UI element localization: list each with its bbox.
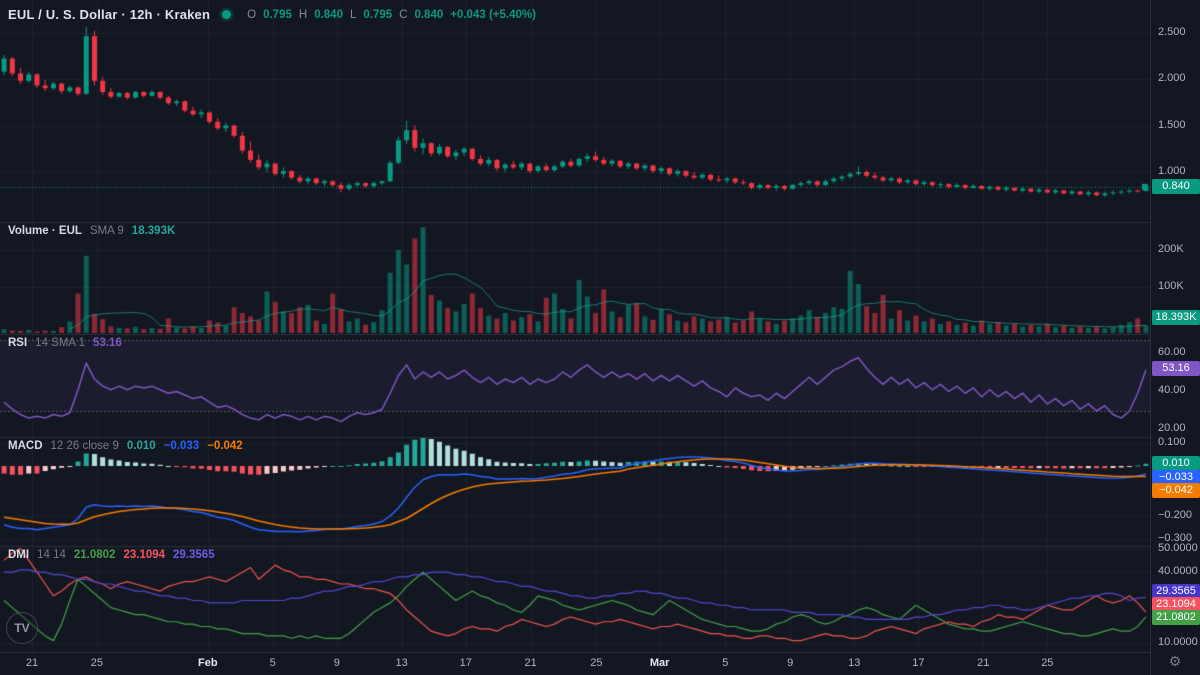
dmi-params: 14 14 (37, 549, 66, 561)
price-axis[interactable]: 2.500 2.000 1.500 1.000 200K 100K 60.00 40.00 20… (1150, 0, 1200, 675)
time-axis-label: 13 (395, 657, 408, 669)
volume-value: 18.393K (131, 225, 176, 237)
rsi-params: 14 SMA 1 (35, 337, 86, 349)
volume-sma-badge: 18.393K (1152, 310, 1200, 325)
volume-axis-tick: 200K (1158, 243, 1184, 255)
change-value: +0.043 (+5.40%) (450, 8, 536, 21)
macd-axis-tick: 0.100 (1158, 436, 1186, 448)
dmi-axis-tick: 10.0000 (1158, 636, 1198, 648)
macd-params: 12 26 close 9 (50, 440, 119, 452)
time-axis-label: 21 (25, 657, 39, 669)
macd-hist-badge: 0.010 (1152, 456, 1200, 471)
dmi-minus-badge: 23.1094 (1152, 597, 1200, 612)
time-axis-label: 13 (848, 657, 861, 669)
rsi-pane-header: RSI 14 SMA 1 53.16 (8, 337, 122, 349)
high-value: 0.840 (314, 8, 343, 21)
macd-hist-value: 0.010 (126, 440, 156, 452)
rsi-value-badge: 53.16 (1152, 361, 1200, 376)
time-axis-label: 9 (333, 657, 340, 669)
last-price-badge: 0.840 (1152, 179, 1200, 194)
dmi-pane-header: DMI 14 14 21.0802 23.1094 29.3565 (8, 549, 215, 561)
high-label: H (298, 8, 308, 21)
symbol-title[interactable]: EUL / U. S. Dollar · 12h · Kraken (8, 7, 211, 22)
time-axis-label: 5 (269, 657, 276, 669)
close-value: 0.840 (414, 8, 444, 21)
low-label: L (349, 8, 357, 21)
time-axis-label: Feb (198, 657, 218, 669)
time-axis-label: 17 (912, 657, 925, 669)
ohlc-readout: O 0.795 H 0.840 L 0.795 C 0.840 +0.043 (+5.4… (247, 9, 536, 21)
macd-signal-value: −0.042 (207, 440, 243, 452)
open-label: O (247, 8, 257, 21)
price-axis-tick: 2.500 (1158, 26, 1186, 38)
rsi-axis-tick: 40.00 (1158, 384, 1186, 396)
price-axis-tick: 1.000 (1158, 165, 1186, 177)
settings-gear-icon[interactable]: ⚙ (1168, 653, 1182, 669)
time-axis-label: 9 (787, 657, 794, 669)
symbol-header: EUL / U. S. Dollar · 12h · Kraken O 0.795… (8, 7, 536, 22)
time-axis-label: 17 (459, 657, 472, 669)
rsi-title[interactable]: RSI (8, 337, 28, 349)
macd-line-badge: −0.033 (1152, 470, 1200, 485)
time-axis-label: 25 (590, 657, 603, 669)
time-axis[interactable]: 21 25 Feb 5 9 13 17 21 25 Mar 5 9 13 17 21 25 (0, 652, 1150, 675)
dmi-plus-badge: 21.0802 (1152, 610, 1200, 625)
market-status-dot[interactable] (222, 10, 232, 19)
dmi-plus-value: 21.0802 (73, 549, 116, 561)
time-axis-label: 5 (722, 657, 729, 669)
close-label: C (399, 8, 408, 21)
dmi-adx-value: 29.3565 (173, 549, 215, 561)
dmi-axis-tick: 40.0000 (1158, 565, 1198, 577)
macd-axis-tick: −0.300 (1158, 532, 1192, 544)
tradingview-logo[interactable]: TV (6, 612, 38, 644)
rsi-axis-tick: 20.00 (1158, 422, 1186, 434)
time-axis-label: 21 (524, 657, 537, 669)
macd-pane-header: MACD 12 26 close 9 0.010 −0.033 −0.042 (8, 440, 243, 452)
low-value: 0.795 (363, 8, 393, 21)
price-axis-tick: 2.000 (1158, 72, 1186, 84)
macd-line-value: −0.033 (163, 440, 200, 452)
dmi-title[interactable]: DMI (8, 549, 30, 561)
volume-params: SMA 9 (89, 225, 124, 237)
rsi-value: 53.16 (93, 337, 122, 349)
time-axis-label: 25 (90, 657, 104, 669)
open-value: 0.795 (263, 8, 292, 21)
macd-title[interactable]: MACD (8, 440, 43, 452)
dmi-adx-badge: 29.3565 (1152, 584, 1200, 599)
rsi-axis-tick: 60.00 (1158, 346, 1186, 358)
volume-axis-tick: 100K (1158, 280, 1184, 292)
dmi-axis-tick: 50.0000 (1158, 542, 1198, 554)
volume-title[interactable]: Volume · EUL (8, 225, 82, 237)
macd-signal-badge: −0.042 (1152, 483, 1200, 498)
time-axis-label: 21 (977, 657, 990, 669)
volume-pane-header: Volume · EUL SMA 9 18.393K (8, 225, 175, 237)
macd-axis-tick: −0.200 (1158, 509, 1192, 521)
price-axis-tick: 1.500 (1158, 119, 1186, 131)
dmi-minus-value: 23.1094 (123, 549, 166, 561)
time-axis-label: 25 (1041, 657, 1054, 669)
time-axis-label: Mar (649, 657, 670, 669)
